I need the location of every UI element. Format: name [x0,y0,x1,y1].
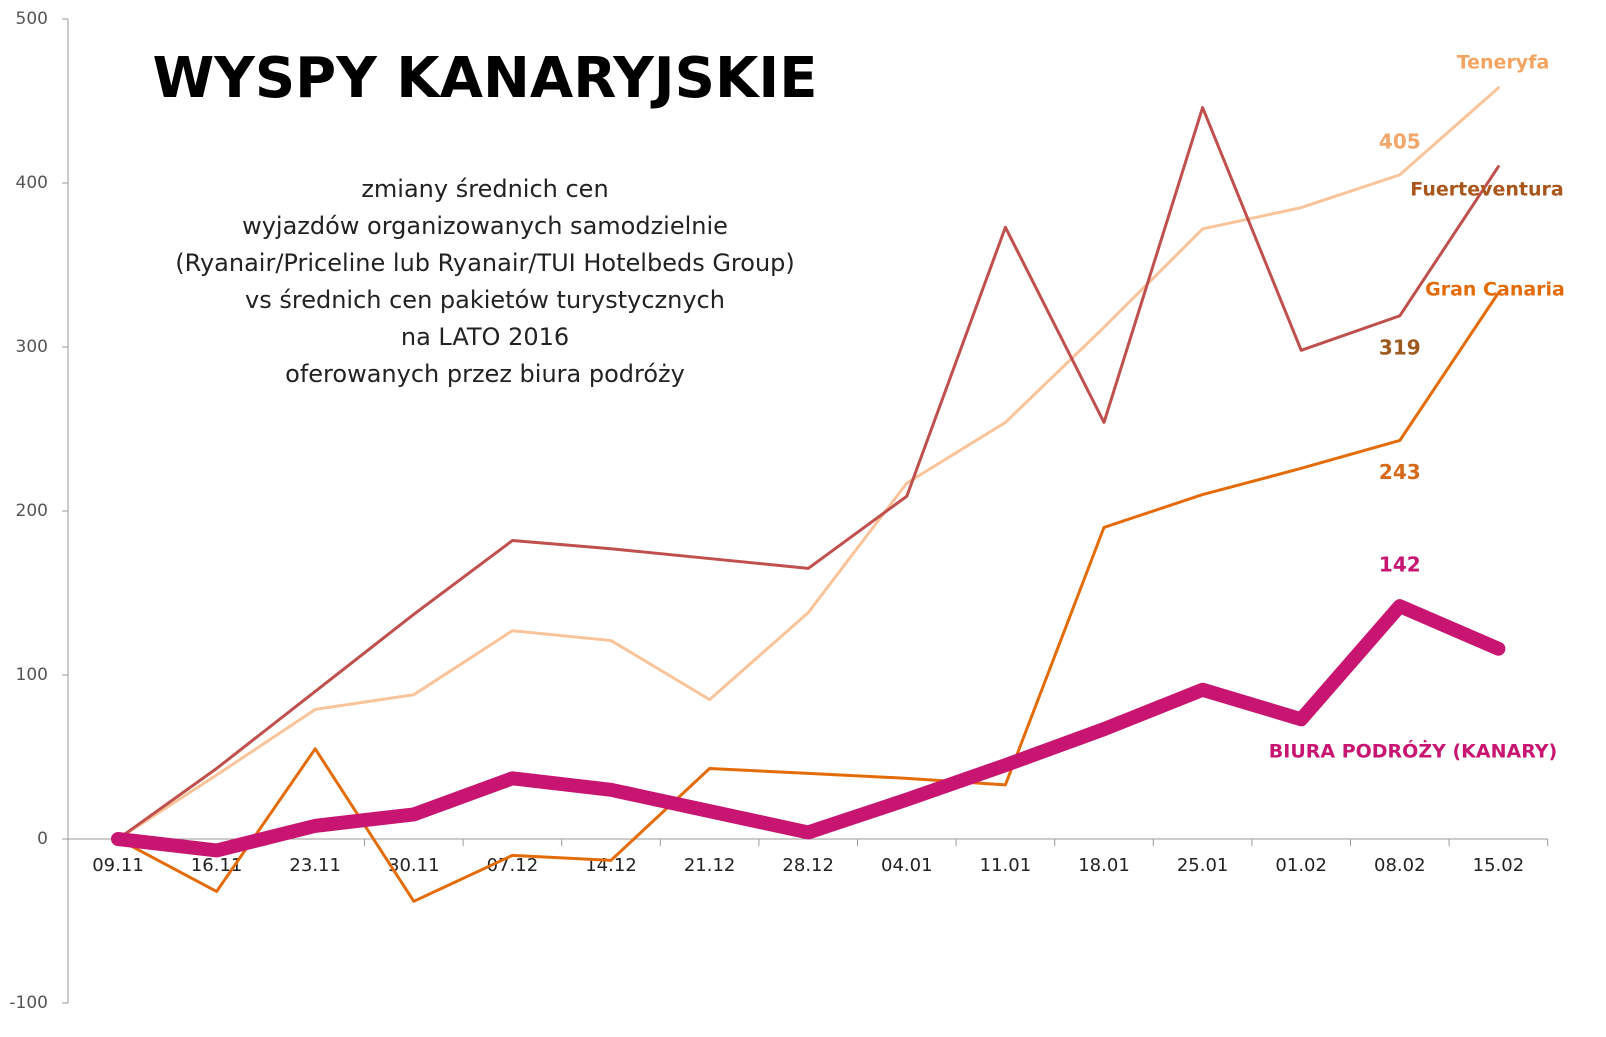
series-line [116,291,1500,903]
data-label: 319 [1379,335,1421,359]
series-label: BIURA PODRÓŻY (KANARY) [1269,739,1557,763]
series-line [116,106,1500,841]
subtitle-line: na LATO 2016 [401,323,569,351]
x-tick-label: 30.11 [388,855,440,876]
x-tick-label: 09.11 [92,855,144,876]
x-tick-label: 07.12 [487,855,539,876]
x-tick-label: 18.01 [1078,855,1130,876]
y-tick-label: 300 [16,337,48,357]
series-line [116,86,1500,841]
y-tick-label: 100 [16,665,48,685]
y-tick-label: 400 [16,173,48,193]
x-tick-label: 25.01 [1177,855,1229,876]
y-tick-label: 500 [16,9,48,29]
subtitle-line: oferowanych przez biura podróży [285,360,685,388]
x-tick-label: 21.12 [684,855,736,876]
series-label: Fuerteventura [1410,179,1563,201]
series-line [111,599,1506,858]
x-tick-label: 23.11 [289,855,341,876]
x-tick-label: 08.02 [1374,855,1426,876]
x-tick-label: 15.02 [1473,855,1525,876]
x-tick-label: 04.01 [881,855,933,876]
x-tick-label: 01.02 [1275,855,1327,876]
y-tick-label: 200 [16,501,48,521]
x-tick-label: 28.12 [782,855,834,876]
subtitle-line: wyjazdów organizowanych samodzielnie [242,212,728,240]
y-tick-label: -100 [9,993,48,1013]
x-tick-label: 11.01 [980,855,1032,876]
subtitle-line: zmiany średnich cen [361,175,608,203]
series-label: Teneryfa [1457,52,1550,74]
y-tick-label: 0 [37,829,48,849]
subtitle-line: vs średnich cen pakietów turystycznych [245,286,725,314]
data-label: 405 [1379,129,1421,153]
series-label: Gran Canaria [1425,279,1565,301]
chart-title: WYSPY KANARYJSKIE [153,46,818,111]
subtitle-line: (Ryanair/Priceline lub Ryanair/TUI Hotel… [175,249,795,277]
data-label: 243 [1379,460,1421,484]
data-label: 142 [1379,553,1421,577]
